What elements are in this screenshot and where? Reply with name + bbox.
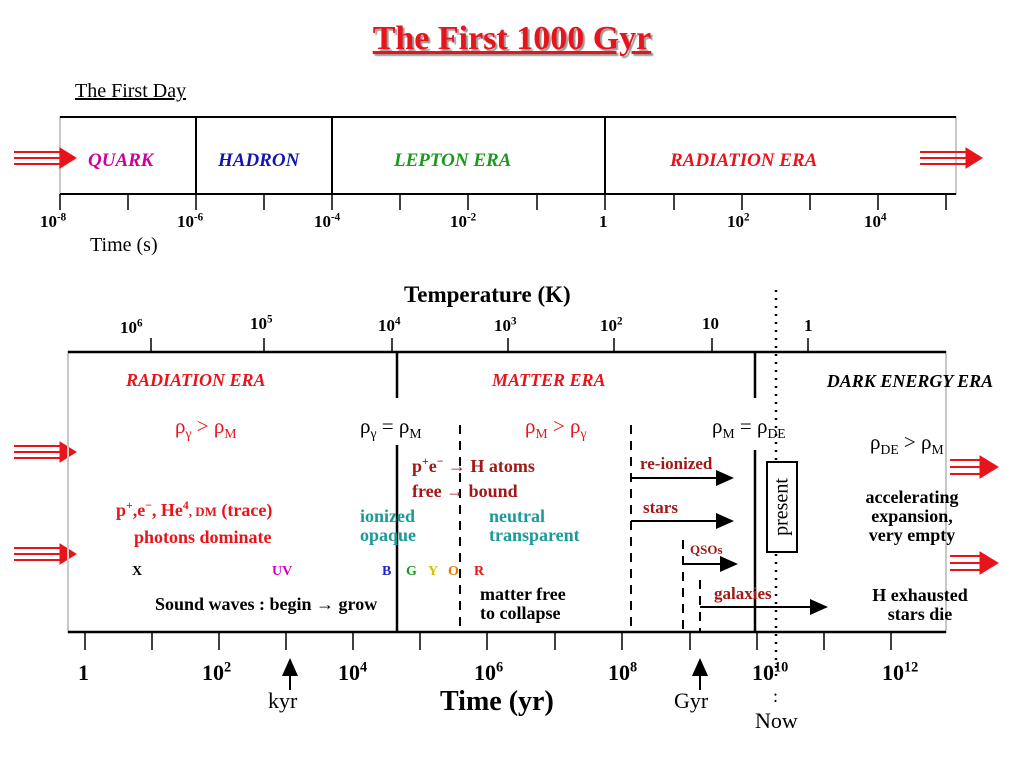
spectrum-r: R: [474, 564, 485, 579]
kyr-label: kyr: [268, 688, 298, 713]
arrow-left-mid: [14, 441, 77, 463]
first-day-tick-0: 10-8: [40, 211, 67, 231]
first-day-tick-2: 10-4: [314, 211, 341, 231]
temp-tick-0: 106: [120, 317, 143, 337]
time-tick-4: 108: [608, 659, 638, 685]
reionized-label: re-ionized: [640, 454, 713, 473]
first-day-subtitle: The First Day: [75, 80, 187, 102]
spectrum-o: O: [448, 564, 459, 579]
red-arrows: [14, 147, 999, 575]
temperature-ticks: [150, 338, 809, 352]
opaque-label: opaque: [360, 525, 417, 545]
temp-tick-6: 1: [804, 316, 813, 335]
stars-label: stars: [643, 498, 678, 517]
era-matter: MATTER ERA: [492, 370, 606, 390]
temp-tick-5: 10: [702, 314, 719, 333]
time-tick-2: 104: [338, 659, 368, 685]
accelerating-expansion: accelerating expansion, very empty: [865, 487, 959, 545]
transparent-label: transparent: [489, 525, 580, 545]
neutral-label: neutral: [489, 506, 545, 526]
matter-dominate-relation: ρM > ργ: [525, 414, 587, 442]
present-label: present: [770, 478, 793, 536]
matter-free-line1: matter free: [480, 584, 566, 604]
now-label: Now: [755, 708, 798, 733]
arrow-left-top: [14, 147, 77, 169]
arrow-right-mid: [950, 455, 999, 479]
first-day-tick-4: 1: [599, 212, 608, 231]
temp-tick-3: 103: [494, 315, 517, 335]
first-day-tick-3: 10-2: [450, 211, 477, 231]
present-box: [766, 461, 798, 553]
matter-free-line2: to collapse: [480, 603, 561, 623]
photons-dominate: photons dominate: [134, 527, 272, 547]
arrow-right-low: [950, 551, 999, 575]
spectrum-g: G: [406, 564, 417, 579]
time-seconds-label: Time (s): [90, 234, 158, 256]
equality-relation: ργ = ρM: [360, 414, 422, 442]
spectrum-uv: UV: [272, 564, 293, 579]
time-ticks: [84, 632, 892, 650]
era-radiation: RADIATION ERA: [126, 370, 266, 390]
arrow-right-top: [920, 147, 983, 169]
era-radiation-top: RADIATION ERA: [670, 150, 818, 171]
temp-tick-2: 104: [378, 315, 401, 335]
gyr-label: Gyr: [674, 688, 709, 713]
h-exhausted: H exhausted stars die: [872, 585, 968, 624]
era-hadron: HADRON: [218, 150, 300, 171]
era-lepton: LEPTON ERA: [394, 150, 512, 171]
first-day-tick-5: 102: [727, 211, 750, 231]
ionized-label: ionized: [360, 506, 416, 526]
particles-list: p+,e−, He4, DM (trace): [116, 499, 273, 520]
rad-dominate-relation: ργ > ρM: [175, 414, 237, 442]
qsos-label: QSOs: [690, 542, 723, 557]
first-day-tick-1: 10-6: [177, 211, 204, 231]
temp-tick-1: 105: [250, 313, 273, 333]
time-tick-0: 1: [78, 660, 89, 685]
time-tick-3: 106: [474, 659, 504, 685]
spectrum-x: X: [132, 564, 143, 579]
now-colon: :: [773, 686, 779, 706]
spectrum-b: B: [382, 564, 392, 579]
free-bound: free → bound: [412, 481, 518, 501]
time-tick-1: 102: [202, 659, 232, 685]
time-yr-label: Time (yr): [440, 686, 554, 717]
sound-waves: Sound waves : begin → grow: [155, 594, 378, 614]
de-dominate-relation: ρDE > ρM: [870, 430, 944, 458]
time-tick-6: 1012: [882, 659, 919, 685]
arrow-left-low: [14, 543, 77, 565]
galaxies-label: galaxies: [714, 584, 772, 603]
page-title: The First 1000 Gyr: [372, 20, 652, 57]
first-day-ticks: [59, 194, 947, 210]
recombination: p+e− → H atoms: [412, 455, 535, 476]
temperature-label: Temperature (K): [404, 282, 571, 307]
de-equality-relation: ρM = ρDE: [712, 414, 786, 442]
temp-tick-4: 102: [600, 315, 623, 335]
first-day-tick-6: 104: [864, 211, 887, 231]
era-dark-energy: DARK ENERGY ERA: [826, 371, 994, 391]
time-tick-5: 1010: [752, 659, 789, 685]
era-quark: QUARK: [88, 150, 154, 171]
spectrum-y: Y: [428, 564, 439, 579]
